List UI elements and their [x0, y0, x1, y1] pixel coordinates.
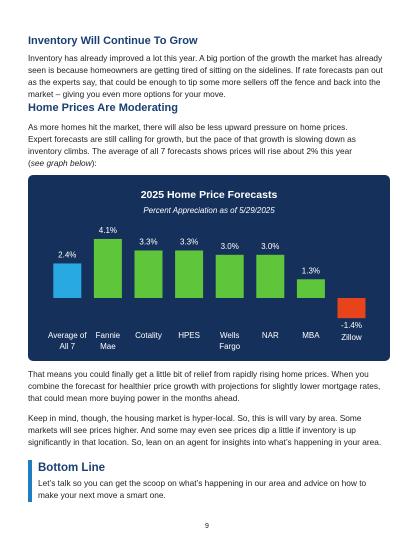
- x-tick-label: MBA: [302, 331, 320, 340]
- value-label: 1.3%: [302, 266, 320, 275]
- paragraph-line: Let’s talk so you can get the scoop on w…: [38, 478, 367, 488]
- page-number: 9: [205, 523, 209, 530]
- paragraph-line: Inventory has already improved a lot thi…: [28, 53, 383, 63]
- bar: [93, 238, 122, 298]
- paragraph-line: seen is because homeowners are getting t…: [28, 65, 383, 75]
- value-label: 3.0%: [221, 242, 239, 251]
- paragraph-line: market – giving you even more options fo…: [28, 89, 226, 99]
- x-tick-label: Mae: [100, 342, 116, 351]
- paragraph-line: inventory climbs. The average of all 7 f…: [28, 146, 353, 156]
- paragraph-line: Keep in mind, though, the housing market…: [28, 413, 362, 423]
- bottom-line-heading: Bottom Line: [38, 462, 106, 474]
- bar: [134, 250, 163, 298]
- value-label: 3.3%: [180, 237, 198, 246]
- value-label: 2.4%: [58, 250, 76, 259]
- bar: [296, 279, 325, 298]
- paragraph-line: significantly in that location. So, lean…: [28, 437, 382, 447]
- chart-title: 2025 Home Price Forecasts: [141, 189, 278, 201]
- paragraph-line: that could mean more buying power in the…: [28, 393, 240, 403]
- value-label: 3.0%: [261, 242, 279, 251]
- heading: Home Prices Are Moderating: [28, 102, 178, 114]
- x-tick-label: Fannie: [96, 331, 121, 340]
- chart-background: [28, 175, 390, 361]
- text-run: (: [28, 158, 31, 168]
- x-tick-label: HPES: [178, 331, 200, 340]
- bar: [53, 263, 82, 298]
- x-tick-label: All 7: [60, 342, 76, 351]
- paragraph-line: That means you could finally get a littl…: [28, 369, 369, 379]
- paragraph-line: markets will see prices higher. And some…: [28, 425, 356, 435]
- chart-subtitle: Percent Appreciation as of 5/29/2025: [143, 206, 275, 215]
- text-run: ):: [91, 158, 97, 168]
- heading: Inventory Will Continue To Grow: [28, 35, 198, 47]
- x-tick-label: Fargo: [219, 342, 240, 351]
- value-label: 4.1%: [99, 226, 117, 235]
- x-tick-label: NAR: [262, 331, 279, 340]
- bottom-line-bar: [28, 460, 32, 502]
- bar: [215, 254, 244, 298]
- paragraph-line: make your next move a smart one.: [38, 490, 166, 500]
- paragraph-line: Expert forecasts are still calling for g…: [28, 134, 356, 144]
- x-tick-label: Cotality: [135, 331, 162, 340]
- text-run: see graph below: [30, 158, 92, 168]
- x-tick-label: Wells: [220, 331, 239, 340]
- bar: [337, 298, 366, 319]
- bar: [175, 250, 204, 298]
- value-label: -1.4%: [341, 321, 362, 330]
- paragraph-line: As more homes hit the market, there will…: [28, 122, 348, 132]
- bar: [256, 254, 285, 298]
- x-tick-label: Average of: [48, 331, 87, 340]
- value-label: 3.3%: [139, 237, 157, 246]
- paragraph-line: as the experts say, that could be enough…: [28, 77, 381, 87]
- x-tick-label: Zillow: [341, 333, 362, 342]
- paragraph-line: combine the forecast for healthier price…: [28, 381, 381, 391]
- paragraph-line: (see graph below):: [28, 158, 97, 168]
